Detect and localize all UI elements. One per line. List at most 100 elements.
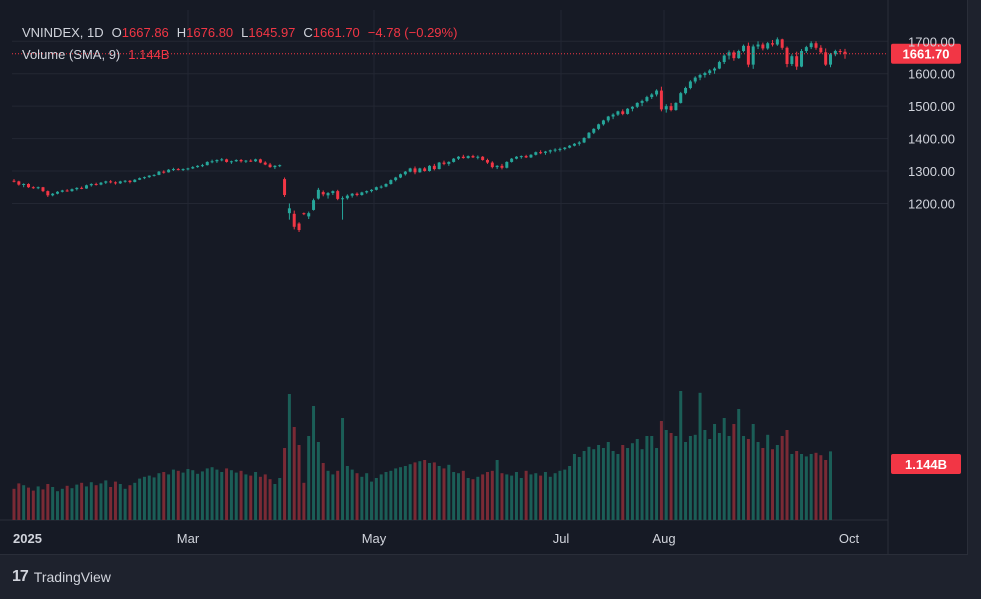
candle-body bbox=[843, 51, 847, 54]
candle-body bbox=[664, 106, 668, 110]
price-tick-label: 1600.00 bbox=[908, 67, 955, 82]
candle-body bbox=[452, 158, 456, 162]
change-value: −4.78 (−0.29%) bbox=[367, 25, 458, 40]
volume-bar bbox=[804, 456, 808, 520]
volume-bar bbox=[287, 394, 291, 520]
volume-bar bbox=[814, 452, 818, 520]
candle-body bbox=[181, 169, 185, 171]
volume-bar bbox=[239, 470, 243, 520]
chart-panel[interactable]: 1661.70 1.144B 1200.00 1300.00 1400.00 1500.… bbox=[0, 0, 968, 555]
volume-bar bbox=[336, 470, 340, 520]
candle-body bbox=[316, 189, 320, 199]
chart-legend: VNINDEX, 1D O 1667.86 H 1676.80 L 1645.97 C… bbox=[22, 22, 457, 66]
candle-body bbox=[394, 177, 398, 181]
volume-bar bbox=[389, 470, 393, 520]
candle-body bbox=[297, 223, 301, 231]
candle-body bbox=[176, 169, 180, 171]
candle-body bbox=[669, 106, 673, 111]
volume-bar bbox=[113, 481, 117, 520]
volume-bar bbox=[568, 466, 572, 520]
volume-bar bbox=[727, 436, 731, 520]
volume-bar bbox=[413, 462, 417, 520]
volume-bar bbox=[384, 472, 388, 520]
volume-bar bbox=[55, 491, 59, 520]
candle-body bbox=[379, 186, 383, 188]
candle-body bbox=[423, 168, 427, 172]
candle-body bbox=[539, 152, 543, 154]
candle-body bbox=[51, 193, 55, 196]
volume-bar bbox=[176, 470, 180, 520]
volume-bar bbox=[341, 418, 345, 520]
candle-body bbox=[341, 198, 345, 200]
symbol-name: VNINDEX bbox=[22, 25, 80, 40]
candle-body bbox=[775, 39, 779, 45]
volume-bar bbox=[355, 473, 359, 520]
volume-bar bbox=[432, 462, 436, 520]
candle-body bbox=[447, 161, 451, 164]
candle-body bbox=[635, 102, 639, 107]
volume-bar bbox=[722, 418, 726, 520]
candle-body bbox=[84, 185, 88, 189]
volume-bar bbox=[428, 463, 431, 520]
candle-body bbox=[205, 161, 209, 166]
candle-body bbox=[838, 51, 842, 53]
volume-bar bbox=[162, 472, 166, 520]
tradingview-brand[interactable]: 17 TradingView bbox=[12, 568, 111, 586]
candle-body bbox=[258, 159, 262, 163]
candle-body bbox=[529, 154, 533, 158]
candlestick-chart[interactable]: 1661.70 1.144B 1200.00 1300.00 1400.00 1500.… bbox=[0, 0, 968, 555]
candle-body bbox=[751, 46, 755, 65]
candle-body bbox=[210, 161, 214, 163]
volume-bar bbox=[708, 439, 712, 520]
time-axis: 2025 Mar May Jul Aug Oct bbox=[13, 531, 859, 546]
volume-bar bbox=[249, 475, 253, 520]
candle-body bbox=[162, 171, 166, 173]
volume-bar bbox=[12, 488, 16, 520]
volume-bar bbox=[471, 479, 475, 520]
candle-body bbox=[60, 190, 64, 192]
volume-bar bbox=[51, 487, 55, 520]
volume-legend-row: Volume (SMA, 9) 1.144B bbox=[22, 44, 457, 66]
candle-body bbox=[582, 137, 586, 143]
volume-bar bbox=[505, 474, 509, 520]
candle-body bbox=[804, 47, 808, 52]
volume-bar bbox=[225, 468, 229, 520]
price-tick-label: 1300.00 bbox=[908, 164, 955, 179]
volume-bar bbox=[824, 460, 828, 520]
volume-bar bbox=[418, 461, 422, 520]
candle-body bbox=[650, 94, 654, 98]
volume-bar bbox=[123, 488, 127, 520]
candle-body bbox=[326, 193, 330, 196]
candle-body bbox=[495, 165, 499, 168]
volume-bar bbox=[379, 474, 383, 520]
candle-body bbox=[428, 165, 431, 172]
volume-bar bbox=[519, 478, 523, 520]
candle-body bbox=[456, 156, 460, 159]
candle-body bbox=[713, 68, 717, 71]
candle-body bbox=[688, 81, 692, 88]
volume-bar bbox=[640, 449, 644, 520]
volume-bar bbox=[601, 448, 605, 520]
brand-name: TradingView bbox=[33, 569, 111, 585]
close-label: C bbox=[303, 25, 313, 40]
candle-body bbox=[312, 200, 316, 210]
volume-bar bbox=[809, 454, 813, 520]
time-tick-label: 2025 bbox=[13, 531, 42, 546]
volume-bar bbox=[133, 482, 137, 520]
volume-bar bbox=[659, 421, 663, 520]
volume-bar bbox=[89, 482, 93, 520]
candle-body bbox=[350, 193, 354, 196]
candle-body bbox=[360, 192, 364, 196]
volume-bar bbox=[703, 430, 707, 520]
volume-bar bbox=[461, 470, 465, 520]
candle-body bbox=[461, 156, 465, 159]
volume-bar bbox=[210, 467, 214, 520]
volume-bar bbox=[196, 473, 200, 520]
volume-bar bbox=[345, 466, 349, 520]
candle-body bbox=[490, 162, 494, 168]
volume-bar bbox=[283, 448, 287, 520]
high-value: 1676.80 bbox=[186, 25, 234, 40]
volume-bar bbox=[597, 445, 601, 520]
volume-bar bbox=[84, 486, 88, 520]
volume-bar bbox=[514, 472, 518, 520]
